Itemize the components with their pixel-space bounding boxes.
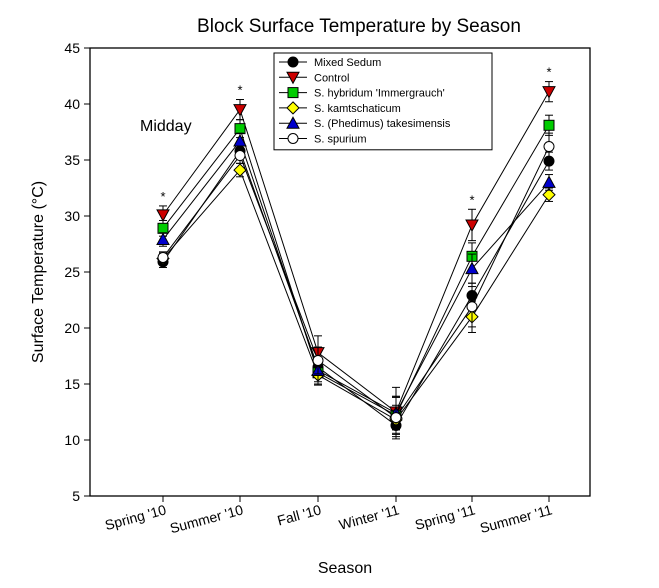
y-axis-label: Surface Temperature (°C)	[30, 181, 47, 363]
data-point	[156, 232, 170, 246]
data-point	[390, 412, 402, 424]
x-tick-label: Summer '10	[168, 501, 245, 536]
data-point	[156, 209, 170, 222]
y-tick-label: 15	[64, 376, 80, 392]
y-tick-label: 10	[64, 432, 80, 448]
series-line	[162, 139, 550, 414]
series-line	[162, 146, 550, 419]
legend-label: S. (Phedimus) takesimensis	[314, 118, 451, 130]
legend-marker	[286, 101, 300, 115]
data-point	[233, 104, 247, 117]
data-point	[234, 123, 246, 135]
significance-marker: *	[237, 83, 242, 98]
legend-marker	[287, 133, 299, 144]
data-point	[542, 86, 556, 99]
significance-marker: *	[546, 65, 551, 80]
significance-marker: *	[469, 192, 474, 207]
legend-marker	[287, 87, 299, 99]
data-point	[157, 222, 169, 234]
legend-label: S. spurium	[314, 134, 367, 146]
y-tick-label: 25	[64, 264, 80, 280]
y-tick-label: 35	[64, 152, 80, 168]
legend-label: Control	[314, 72, 349, 84]
data-point	[543, 119, 555, 131]
x-tick-label: Fall '10	[275, 501, 323, 528]
data-point	[542, 188, 556, 202]
data-point	[466, 301, 478, 313]
x-tick-label: Spring '10	[103, 501, 168, 533]
data-point	[312, 354, 324, 366]
y-tick-label: 5	[72, 488, 80, 504]
data-point	[465, 261, 479, 275]
legend-marker	[287, 56, 299, 68]
data-point	[233, 163, 247, 177]
significance-marker: *	[160, 189, 165, 204]
series-2	[157, 114, 555, 434]
x-tick-label: Spring '11	[413, 501, 477, 532]
legend-box	[273, 52, 493, 151]
y-tick-label: 45	[64, 40, 80, 56]
series-4	[156, 132, 556, 431]
legend-marker	[286, 116, 300, 129]
data-point	[234, 150, 246, 162]
series-line	[162, 125, 550, 417]
data-point	[233, 133, 247, 147]
series-line	[162, 169, 550, 421]
series-line	[162, 149, 550, 427]
x-tick-label: Winter '11	[337, 501, 401, 532]
y-tick-label: 30	[64, 208, 80, 224]
legend-label: S. hybridum 'Immergrauch'	[314, 88, 445, 100]
y-tick-label: 40	[64, 96, 80, 112]
x-axis-label: Season	[318, 560, 372, 577]
data-point	[465, 219, 479, 233]
legend-label: Mixed Sedum	[314, 57, 381, 69]
legend-label: S. kamtschaticum	[314, 103, 401, 115]
annotation-midday: Midday	[140, 118, 192, 135]
data-point	[157, 251, 169, 263]
y-tick-label: 20	[64, 320, 80, 336]
series-line	[162, 91, 550, 413]
data-point	[542, 175, 556, 188]
data-point	[543, 141, 555, 153]
plot-area: 5 10 15 20 25 30 35 40 45 Spring '10 Summer '10 Fal…	[64, 40, 591, 536]
x-tick-label: Summer '11	[478, 501, 554, 536]
legend-marker	[286, 71, 300, 85]
legend: Mixed Sedum Control S. hybridum 'Immergrau…	[273, 52, 493, 151]
series-5	[157, 132, 555, 440]
chart-title: Block Surface Temperature by Season	[197, 16, 521, 37]
